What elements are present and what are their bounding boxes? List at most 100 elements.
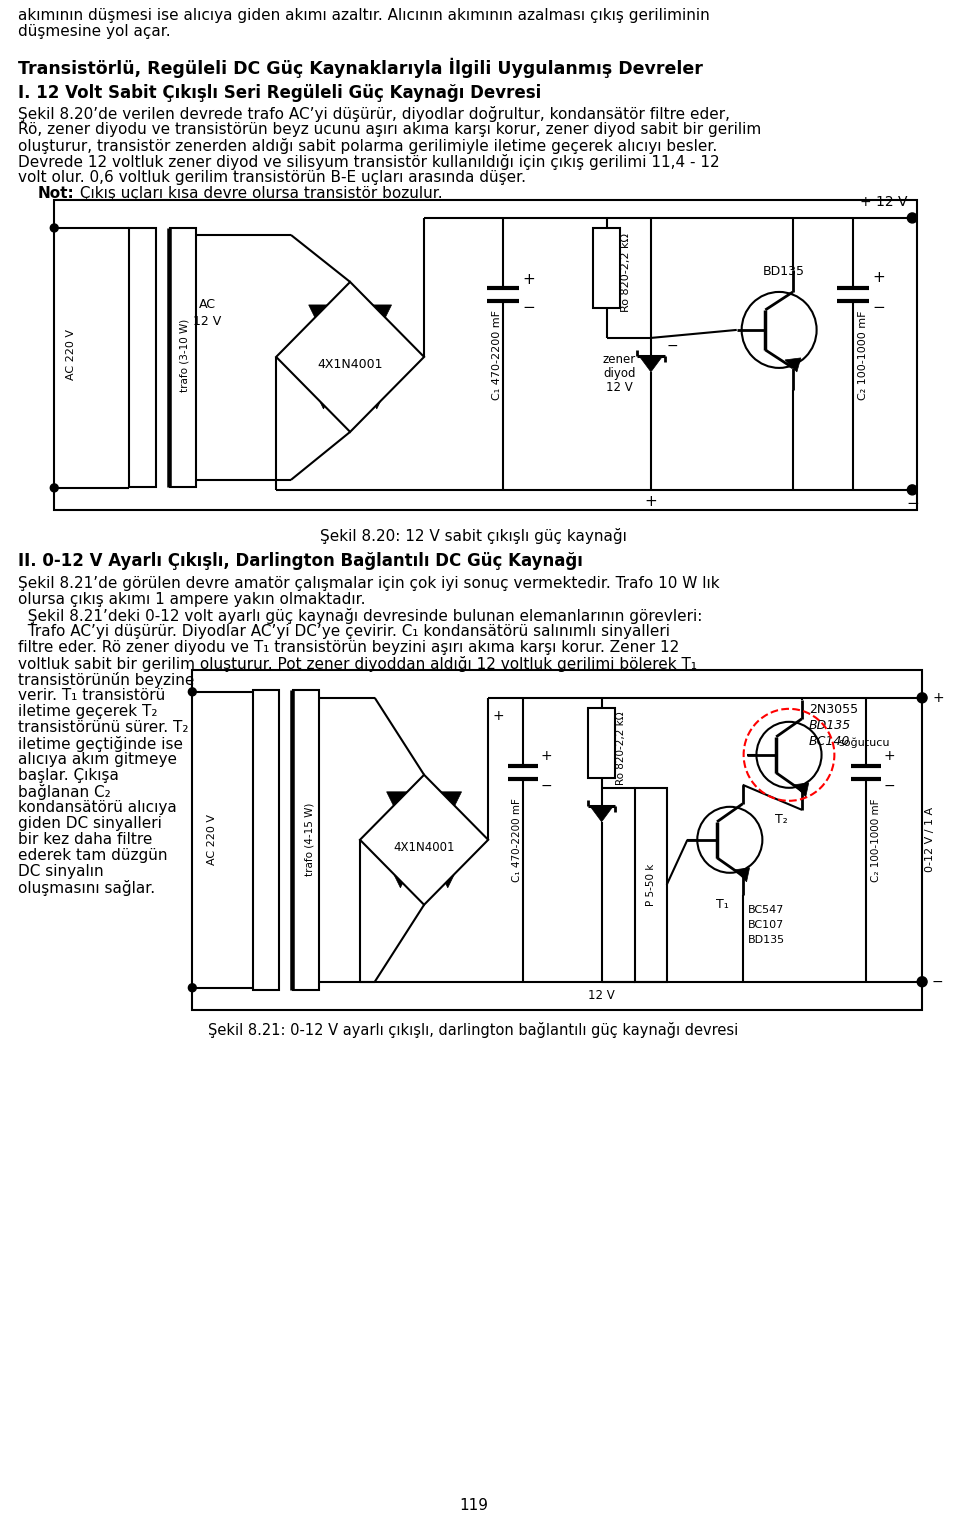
Text: Şekil 8.21: 0-12 V ayarlı çıkışlı, darlington bağlantılı güç kaynağı devresi: Şekil 8.21: 0-12 V ayarlı çıkışlı, darli… xyxy=(208,1022,738,1038)
Text: C₂ 100-1000 mF: C₂ 100-1000 mF xyxy=(871,798,880,881)
Text: BD135: BD135 xyxy=(748,934,784,945)
Circle shape xyxy=(907,212,917,223)
Text: C₁ 470-2200 mF: C₁ 470-2200 mF xyxy=(492,309,502,400)
Text: 4X1N4001: 4X1N4001 xyxy=(318,358,383,372)
Bar xyxy=(253,690,279,989)
Polygon shape xyxy=(387,792,414,819)
Text: oluşturur, transistör zenerden aldığı sabit polarma gerilimiyle iletime geçerek : oluşturur, transistör zenerden aldığı sa… xyxy=(17,138,717,153)
Text: −: − xyxy=(883,778,896,793)
Text: II. 0-12 V Ayarlı Çıkışlı, Darlington Bağlantılı DC Güç Kaynağı: II. 0-12 V Ayarlı Çıkışlı, Darlington Ba… xyxy=(17,552,583,570)
Text: Transistörlü, Regüleli DC Güç Kaynaklarıyla İlgili Uygulanmış Devreler: Transistörlü, Regüleli DC Güç Kaynakları… xyxy=(17,58,703,79)
Polygon shape xyxy=(276,282,424,432)
Text: +: + xyxy=(883,749,896,763)
Text: ederek tam düzgün: ederek tam düzgün xyxy=(17,848,167,863)
Text: +: + xyxy=(932,690,944,705)
Text: +: + xyxy=(492,708,504,722)
Text: +: + xyxy=(522,273,536,287)
Text: P 5-50 k: P 5-50 k xyxy=(646,863,656,906)
Text: 12 V: 12 V xyxy=(588,989,615,1003)
Text: I. 12 Volt Sabit Çıkışlı Seri Regüleli Güç Kaynağı Devresi: I. 12 Volt Sabit Çıkışlı Seri Regüleli G… xyxy=(17,83,541,102)
Text: 12 V: 12 V xyxy=(193,316,221,328)
Text: BC107: BC107 xyxy=(748,919,783,930)
Text: soğutucu: soğutucu xyxy=(838,737,890,748)
Polygon shape xyxy=(362,379,392,410)
Polygon shape xyxy=(362,305,392,335)
Text: verir. T₁ transistörü: verir. T₁ transistörü xyxy=(17,687,165,702)
Text: oluşmasını sağlar.: oluşmasını sağlar. xyxy=(17,880,155,895)
Polygon shape xyxy=(734,868,750,881)
Text: voltluk sabit bir gerilim oluşturur. Pot zener diyoddan aldığı 12 voltluk gerili: voltluk sabit bir gerilim oluşturur. Pot… xyxy=(17,655,697,672)
Text: +: + xyxy=(873,270,885,285)
Text: −: − xyxy=(873,300,885,316)
Text: +: + xyxy=(644,495,658,510)
Text: Şekil 8.21’de görülen devre amatör çalışmalar için çok iyi sonuç vermektedir. Tr: Şekil 8.21’de görülen devre amatör çalış… xyxy=(17,576,719,590)
Bar xyxy=(636,787,666,981)
Text: iletime geçerek T₂: iletime geçerek T₂ xyxy=(17,704,157,719)
Text: zener: zener xyxy=(603,353,636,367)
Bar xyxy=(55,200,917,510)
Polygon shape xyxy=(387,860,414,887)
Bar xyxy=(130,228,156,487)
Circle shape xyxy=(50,484,59,492)
Text: DC sinyalın: DC sinyalın xyxy=(17,863,104,878)
Text: AC 220 V: AC 220 V xyxy=(66,329,76,381)
Polygon shape xyxy=(589,806,613,822)
Polygon shape xyxy=(794,783,808,796)
Text: −: − xyxy=(522,300,536,316)
Polygon shape xyxy=(309,379,338,410)
Text: Şekil 8.21’deki 0-12 volt ayarlı güç kaynağı devresinde bulunan elemanlarının gö: Şekil 8.21’deki 0-12 volt ayarlı güç kay… xyxy=(17,608,702,623)
Text: 119: 119 xyxy=(459,1497,488,1512)
Text: bir kez daha filtre: bir kez daha filtre xyxy=(17,831,152,846)
Text: −: − xyxy=(540,778,552,793)
Text: 12 V: 12 V xyxy=(606,381,633,394)
Text: Trafo AC’yi düşürür. Diyodlar AC’yi DC’ye çevirir. C₁ kondansätörü salınımlı sin: Trafo AC’yi düşürür. Diyodlar AC’yi DC’y… xyxy=(17,623,670,639)
Text: giden DC sinyalleri: giden DC sinyalleri xyxy=(17,816,161,831)
Text: Rö, zener diyodu ve transistörün beyz ucunu aşırı akıma karşı korur, zener diyod: Rö, zener diyodu ve transistörün beyz uc… xyxy=(17,121,761,137)
Text: trafo (4-15 W): trafo (4-15 W) xyxy=(304,802,315,877)
Circle shape xyxy=(50,225,59,232)
Text: volt olur. 0,6 voltluk gerilim transistörün B-E uçları arasında düşer.: volt olur. 0,6 voltluk gerilim transistö… xyxy=(17,170,526,185)
Bar xyxy=(293,690,319,989)
Text: 4X1N4001: 4X1N4001 xyxy=(394,842,455,854)
Text: +: + xyxy=(540,749,552,763)
Text: bağlanan C₂: bağlanan C₂ xyxy=(17,784,110,799)
Circle shape xyxy=(188,983,196,992)
Text: transistörünǘn beyzine: transistörünǘn beyzine xyxy=(17,672,194,687)
Bar xyxy=(588,708,615,778)
Text: BD135: BD135 xyxy=(808,719,851,733)
Polygon shape xyxy=(360,775,489,904)
Text: Çıkış uçları kısa devre olursa transistör bozulur.: Çıkış uçları kısa devre olursa transistö… xyxy=(75,187,443,200)
Text: C₂ 100-1000 mF: C₂ 100-1000 mF xyxy=(858,309,868,399)
Text: 0-12 V / 1 A: 0-12 V / 1 A xyxy=(925,807,935,872)
Text: −: − xyxy=(906,496,919,511)
Polygon shape xyxy=(434,860,462,887)
Bar xyxy=(592,228,620,308)
Text: −: − xyxy=(932,975,944,989)
Bar xyxy=(170,228,196,487)
Text: C₁ 470-2200 mF: C₁ 470-2200 mF xyxy=(512,798,522,881)
Text: Devrede 12 voltluk zener diyod ve silisyum transistör kullanıldığı için çıkış ge: Devrede 12 voltluk zener diyod ve silisy… xyxy=(17,153,719,170)
Text: + 12 V: + 12 V xyxy=(860,196,907,209)
Text: akımının düşmesi ise alıcıya giden akımı azaltır. Alıcının akımının azalması çık: akımının düşmesi ise alıcıya giden akımı… xyxy=(17,8,709,23)
Text: T₁: T₁ xyxy=(715,898,729,910)
Text: trafo (3-10 W): trafo (3-10 W) xyxy=(180,319,189,391)
Text: transistörünü sürer. T₂: transistörünü sürer. T₂ xyxy=(17,721,188,734)
Text: 2N3055: 2N3055 xyxy=(808,704,858,716)
Circle shape xyxy=(907,485,917,495)
Circle shape xyxy=(917,693,927,702)
Text: Not:: Not: xyxy=(37,187,74,200)
Polygon shape xyxy=(785,358,801,372)
Text: Şekil 8.20: 12 V sabit çıkışlı güç kaynağı: Şekil 8.20: 12 V sabit çıkışlı güç kayna… xyxy=(320,528,627,545)
Text: olursa çıkış akımı 1 ampere yakın olmaktadır.: olursa çıkış akımı 1 ampere yakın olmakt… xyxy=(17,592,365,607)
Text: iletime geçtiğinde ise: iletime geçtiğinde ise xyxy=(17,736,182,752)
Text: Rö 820-2,2 kΩ: Rö 820-2,2 kΩ xyxy=(616,711,626,784)
Text: diyod: diyod xyxy=(603,367,636,381)
Polygon shape xyxy=(434,792,462,819)
Circle shape xyxy=(917,977,927,986)
Text: BD135: BD135 xyxy=(763,265,805,278)
Text: düşmesine yol açar.: düşmesine yol açar. xyxy=(17,24,170,39)
Text: filtre eder. Rö zener diyodu ve T₁ transistörün beyzini aşırı akıma karşı korur.: filtre eder. Rö zener diyodu ve T₁ trans… xyxy=(17,640,679,655)
Text: başlar. Çıkışa: başlar. Çıkışa xyxy=(17,768,119,783)
Text: T₂: T₂ xyxy=(775,813,787,825)
Circle shape xyxy=(188,687,196,696)
